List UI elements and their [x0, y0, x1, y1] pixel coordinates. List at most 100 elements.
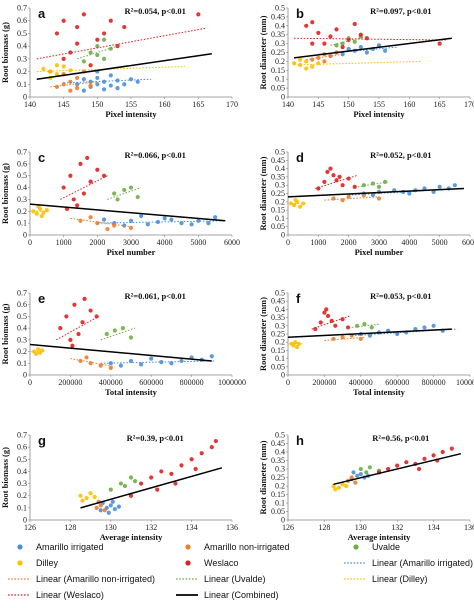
x-tick-label: 150	[343, 100, 355, 109]
data-point	[128, 475, 134, 480]
data-point	[88, 308, 93, 313]
y-tick-label: 0	[23, 371, 27, 380]
data-point	[358, 472, 363, 477]
data-point	[122, 24, 127, 30]
data-point	[322, 179, 327, 184]
x-tick-label: 200000	[312, 378, 336, 387]
data-point	[440, 449, 445, 455]
legend-label: Linear (Amarillo non-irrigated)	[36, 574, 155, 584]
data-point	[336, 485, 342, 490]
x-axis-label: Pixel number	[355, 247, 404, 257]
data-point	[71, 197, 76, 202]
data-point	[39, 213, 44, 219]
data-point	[206, 221, 211, 226]
data-point	[333, 487, 338, 492]
x-tick-label: 160	[403, 100, 415, 109]
y-tick-label: 0	[281, 93, 285, 102]
data-point	[189, 457, 194, 462]
series-dilley	[291, 57, 321, 71]
panel-label: e	[38, 291, 45, 306]
data-point	[325, 169, 330, 175]
data-point	[291, 343, 296, 348]
x-axis-label: Pixel intensity	[105, 109, 157, 119]
data-point	[118, 363, 123, 368]
data-point	[340, 482, 345, 487]
data-point	[88, 179, 93, 184]
legend-item: Linear (Combined)	[176, 590, 279, 600]
data-point	[128, 225, 134, 230]
trendline-weslaco	[294, 37, 446, 41]
panel-label: a	[38, 6, 46, 21]
data-point	[179, 221, 184, 226]
data-point	[98, 363, 103, 368]
x-tick-label: 132	[391, 523, 403, 532]
y-tick-label: 0.6	[17, 16, 27, 25]
data-point	[135, 79, 140, 84]
y-tick-label: 0.4	[275, 164, 285, 173]
data-point	[310, 20, 315, 25]
data-point	[95, 37, 100, 42]
legend-label: Linear (Amarillo irrigated)	[372, 558, 473, 568]
data-point	[340, 183, 345, 188]
data-point	[213, 215, 218, 220]
data-point	[122, 483, 128, 489]
y-tick-label: 0.25	[271, 330, 285, 339]
y-tick-label: 0.6	[17, 159, 27, 168]
y-tick-label: 0.2	[17, 491, 27, 500]
x-tick-label: 400000	[99, 378, 123, 387]
data-point	[386, 466, 391, 472]
legend-label: Linear (Weslaco)	[36, 590, 104, 600]
y-tick-label: 0.45	[271, 439, 285, 448]
x-axis-label: Pixel intensity	[353, 109, 405, 119]
data-point	[318, 320, 323, 325]
data-point	[169, 471, 174, 476]
series-weslaco	[316, 166, 357, 191]
y-tick-label: 0.6	[17, 443, 27, 452]
data-point	[54, 31, 60, 36]
legend-marker	[185, 544, 191, 550]
series-dilley	[289, 340, 302, 350]
data-point	[84, 496, 89, 501]
y-tick-label: 0.45	[271, 297, 285, 306]
data-point	[346, 46, 351, 52]
data-point	[328, 166, 333, 171]
data-point	[104, 331, 109, 337]
y-tick-label: 0.2	[275, 338, 285, 347]
x-tick-label: 130	[355, 523, 367, 532]
data-point	[41, 210, 46, 215]
x-tick-label: 2000	[89, 238, 105, 247]
trendline-amarillo-non-irrigated	[50, 81, 98, 88]
legend-label: Amarillo non-irrigated	[204, 542, 290, 552]
x-tick-label: 5000	[432, 238, 448, 247]
data-point	[179, 358, 184, 364]
data-point	[116, 504, 121, 509]
data-point	[431, 453, 436, 458]
data-point	[92, 494, 97, 500]
trendline-combined	[29, 203, 226, 222]
data-point	[41, 66, 46, 72]
data-point	[310, 64, 315, 69]
data-point	[376, 196, 382, 201]
data-point	[106, 510, 111, 515]
data-point	[44, 208, 49, 213]
y-tick-label: 0.5	[17, 312, 27, 321]
data-point	[316, 55, 321, 60]
data-point	[452, 183, 457, 188]
series-dilley	[331, 482, 349, 492]
panel-label: g	[38, 433, 46, 448]
series-dilley	[288, 198, 306, 209]
y-tick-label: 0.6	[17, 300, 27, 309]
data-point	[139, 362, 144, 367]
x-tick-label: 0	[286, 238, 290, 247]
data-point	[108, 365, 113, 371]
y-tick-label: 0.35	[271, 172, 285, 181]
data-point	[352, 184, 357, 189]
y-tick-label: 0.4	[275, 305, 285, 314]
data-point	[61, 64, 66, 69]
data-point	[329, 318, 334, 323]
y-tick-label: 0.15	[271, 66, 285, 75]
y-axis-label: Root diameter (mm)	[258, 440, 268, 514]
data-point	[85, 155, 90, 161]
trendline-combined	[36, 53, 212, 80]
stat-annotation: R²=0.097, p<0.01	[370, 6, 431, 16]
